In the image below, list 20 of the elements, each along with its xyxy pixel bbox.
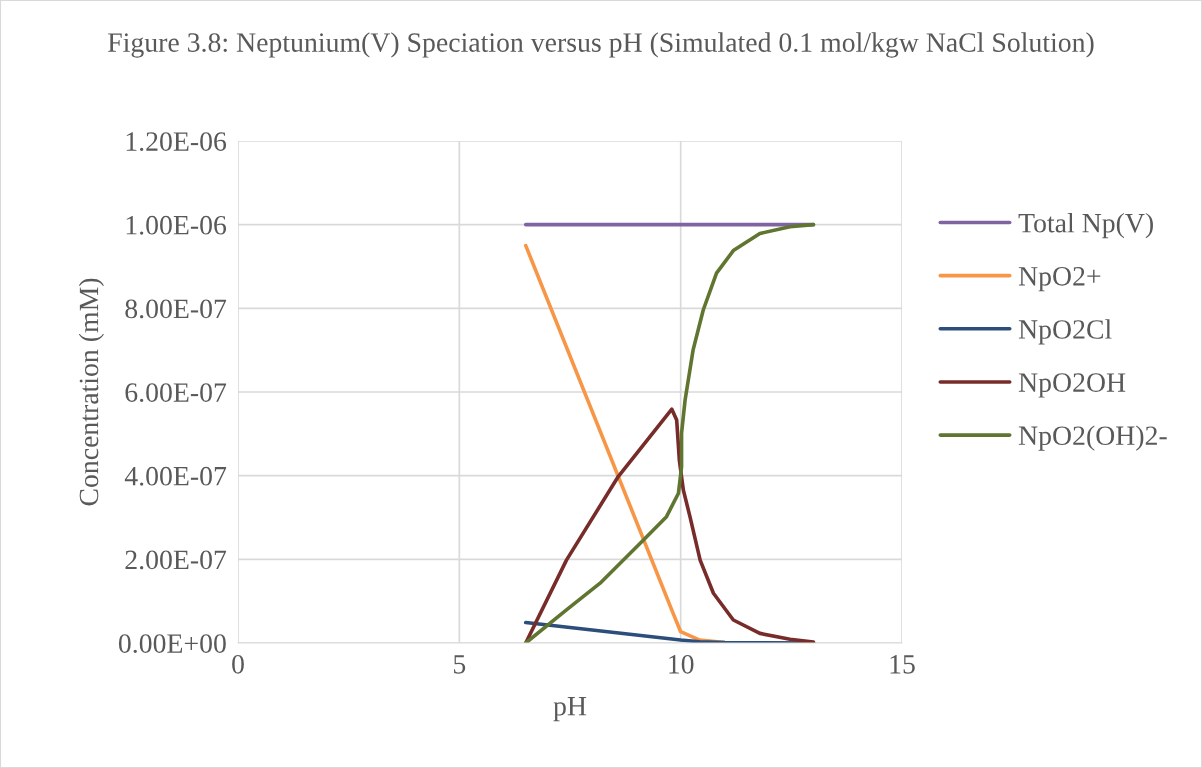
legend-label: NpO2OH <box>1018 373 1126 398</box>
y-tick-label: 2.00E-07 <box>125 550 227 570</box>
y-tick-label: 8.00E-07 <box>125 299 227 319</box>
line-series <box>523 407 816 643</box>
x-tick-label: 0 <box>232 654 244 674</box>
y-tick-label: 6.00E-07 <box>125 383 227 403</box>
y-tick-label: 0.00E+00 <box>118 634 226 654</box>
x-axis-title: pH <box>553 697 587 722</box>
y-tick-label: 4.00E-07 <box>124 466 227 486</box>
chart-title: Figure 3.8: Neptunium(V) Speciation versus pH (Simulated 0.1 mol/kgw NaCl Solution) <box>108 32 1094 58</box>
legend-label: Total Np(V) <box>1018 212 1153 239</box>
x-tick-label: 5 <box>454 655 466 674</box>
x-tick-label: 10 <box>669 654 694 674</box>
legend-label: NpO2Cl <box>1018 319 1112 345</box>
y-tick-label: 1.20E-06 <box>126 132 227 152</box>
x-tick-label: 15 <box>890 655 915 674</box>
legend-label: NpO2+ <box>1018 266 1101 292</box>
legend-label: NpO2(OH)2- <box>1018 425 1167 451</box>
y-tick-label: 1.00E-06 <box>126 215 227 235</box>
y-axis-title: Concentration (mM) <box>78 278 104 506</box>
